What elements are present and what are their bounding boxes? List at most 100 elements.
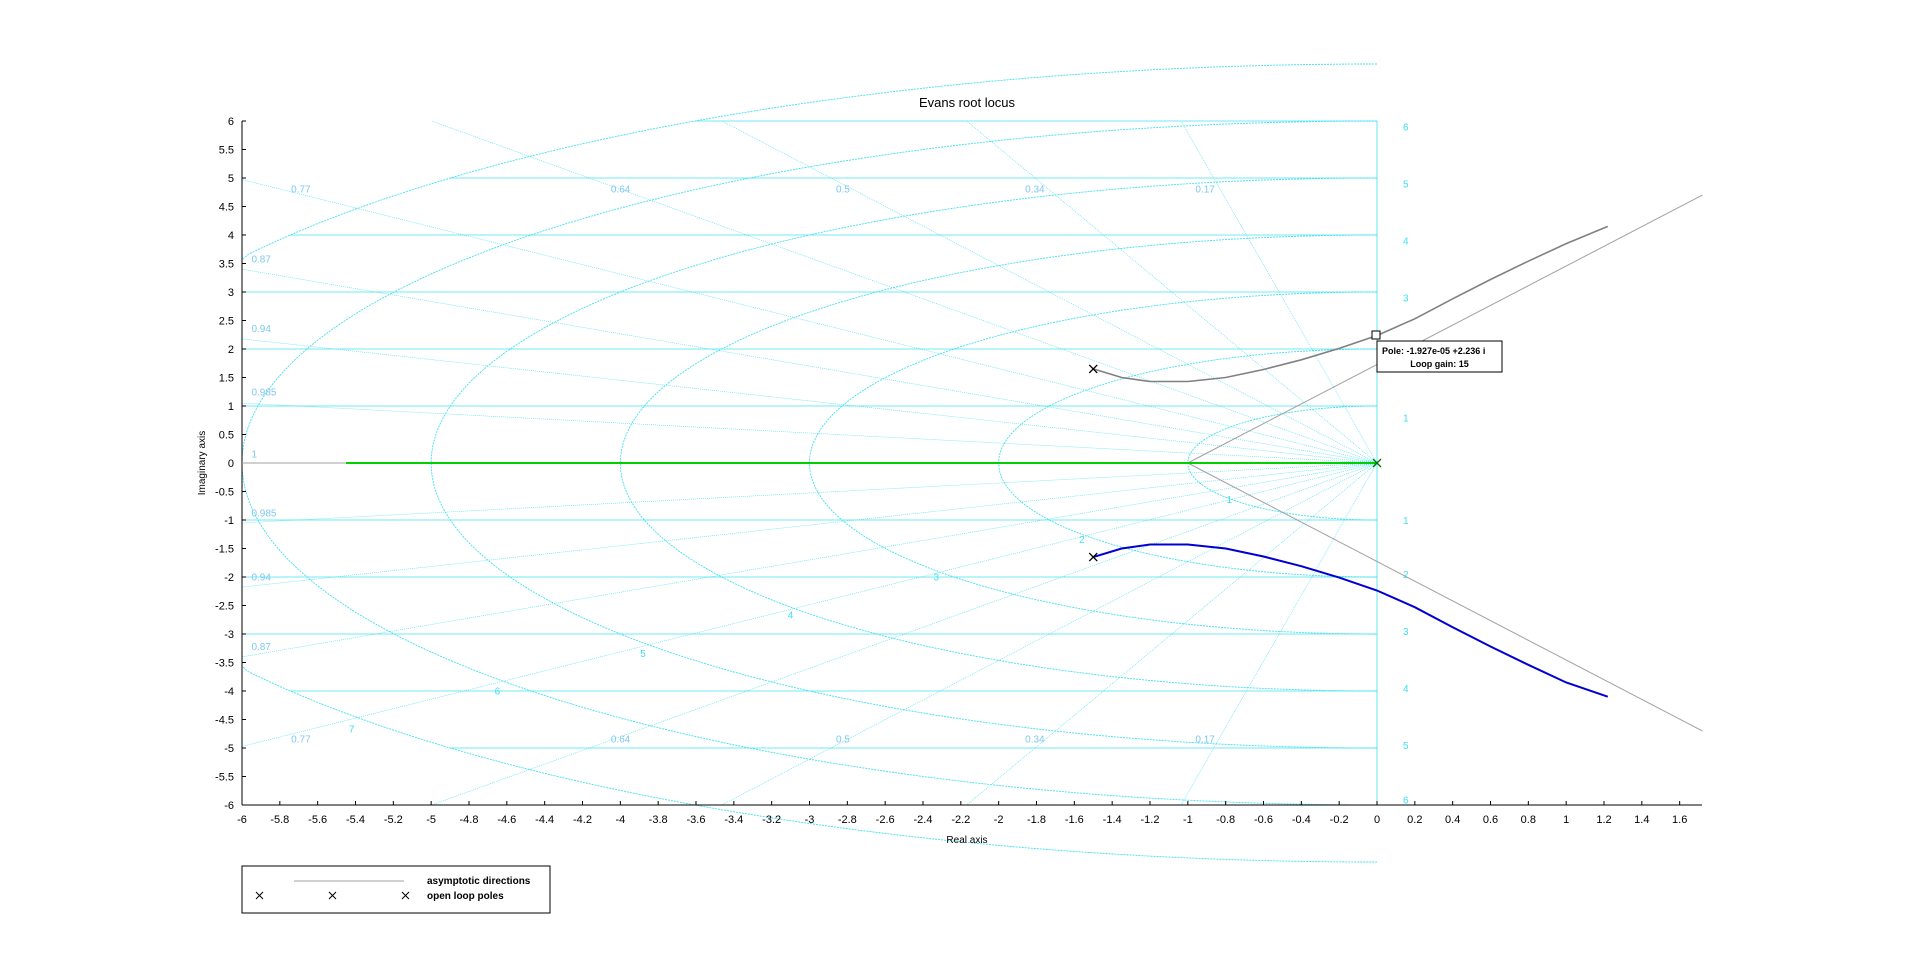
- grid-damping-label: 1: [251, 449, 257, 460]
- x-tick-label: -5.8: [270, 814, 289, 826]
- x-tick-label: -2: [994, 814, 1004, 826]
- x-tick-label: -2.8: [838, 814, 857, 826]
- grid-wn-label: 1: [1227, 495, 1233, 506]
- y-tick-label: -6: [224, 800, 234, 812]
- x-tick-label: -2.6: [876, 814, 895, 826]
- x-tick-label: -2.4: [914, 814, 933, 826]
- x-tick-label: -3: [805, 814, 815, 826]
- x-tick-label: -0.6: [1254, 814, 1273, 826]
- x-tick-label: -1.6: [1065, 814, 1084, 826]
- legend-label-open-loop-poles: open loop poles: [427, 891, 504, 902]
- x-tick-label: -3.8: [649, 814, 668, 826]
- series-asymptote: [1187, 194, 1703, 464]
- y-tick-label: -1.5: [215, 544, 234, 556]
- x-tick-label: 0.4: [1445, 814, 1460, 826]
- grid-damping-label: 0.5: [836, 734, 850, 745]
- y-tick-label: 4: [228, 230, 234, 242]
- x-tick-label: 1.6: [1672, 814, 1687, 826]
- x-tick-label: 0.2: [1407, 814, 1422, 826]
- x-tick-label: 0: [1374, 814, 1380, 826]
- grid-damping-label: 0.17: [1195, 184, 1215, 195]
- grid-damping-ray: [241, 338, 1378, 464]
- grid-damping-ray: [431, 120, 1378, 464]
- y-tick-label: 0.5: [219, 430, 234, 442]
- grid-wn-label: 2: [1079, 535, 1085, 546]
- grid-right-label: 5: [1403, 180, 1409, 191]
- open-loop-pole: [1088, 552, 1098, 562]
- grid-damping-ray: [241, 462, 1378, 524]
- open-loop-pole: [1372, 458, 1382, 468]
- x-tick-label: -0.4: [1292, 814, 1311, 826]
- grid-right-label: 1: [1403, 516, 1409, 527]
- grid-right-label: 3: [1403, 627, 1409, 638]
- grid-damping-label: 0.94: [251, 572, 271, 583]
- grid-wn-label: 5: [640, 649, 646, 660]
- x-tick-label: 1: [1563, 814, 1569, 826]
- grid-damping-ray: [241, 462, 1378, 588]
- grid-damping-label: 0.77: [291, 184, 311, 195]
- grid-damping-label: 0.94: [251, 324, 271, 335]
- x-tick-label: -5: [426, 814, 436, 826]
- datatip-pole-text: Pole: -1.927e-05 +2.236 i: [1382, 346, 1485, 356]
- x-tick-label: -6: [237, 814, 247, 826]
- grid-damping-ray: [241, 179, 1378, 464]
- grid-right-label: 5: [1403, 741, 1409, 752]
- y-tick-label: -2: [224, 572, 234, 584]
- x-tick-label: -5.4: [346, 814, 365, 826]
- x-axis-label: Real axis: [946, 835, 987, 846]
- grid-damping-ray: [431, 462, 1378, 806]
- y-tick-label: 5: [228, 173, 234, 185]
- y-tick-label: -1: [224, 515, 234, 527]
- datatip-anchor-marker[interactable]: [1371, 330, 1381, 340]
- series-branch_lower: [1093, 543, 1609, 698]
- y-tick-label: 6: [228, 116, 234, 128]
- y-tick-label: 0: [228, 458, 234, 470]
- x-tick-label: -0.8: [1216, 814, 1235, 826]
- datatip[interactable]: Pole: -1.927e-05 +2.236 i Loop gain: 15: [1371, 330, 1503, 373]
- x-tick-label: -4.2: [573, 814, 592, 826]
- grid-damping-label: 0.985: [251, 509, 276, 520]
- open-loop-pole-markers: [1088, 364, 1382, 562]
- grid-right-label: 4: [1403, 237, 1409, 248]
- grid-damping-ray: [241, 268, 1378, 464]
- x-tick-label: -5.2: [384, 814, 403, 826]
- series-asymptote: [1187, 462, 1703, 732]
- y-tick-label: 1.5: [219, 373, 234, 385]
- series-branch_upper: [1093, 225, 1609, 383]
- x-tick-label: -2.2: [951, 814, 970, 826]
- grid-damping-label: 0.87: [251, 642, 271, 653]
- x-tick-label: -4.8: [460, 814, 479, 826]
- x-tick-label: 1.4: [1634, 814, 1649, 826]
- legend-box: [241, 865, 551, 914]
- y-tick-label: -4: [224, 686, 234, 698]
- x-tick-label: -4: [615, 814, 625, 826]
- x-tick-label: -1: [1183, 814, 1193, 826]
- y-tick-label: 5.5: [219, 145, 234, 157]
- grid-right-label: 4: [1403, 684, 1409, 695]
- grid-wn-label: 7: [349, 725, 355, 736]
- grid-damping-label: 0.77: [291, 734, 311, 745]
- x-tick-label: -3.2: [762, 814, 781, 826]
- grid-damping-label: 0.64: [611, 734, 631, 745]
- chart-title: Evans root locus: [919, 95, 1016, 110]
- y-tick-label: 3.5: [219, 259, 234, 271]
- grid-wn-label: 6: [495, 686, 501, 697]
- y-tick-label: 2: [228, 344, 234, 356]
- x-tick-label: -3.6: [687, 814, 706, 826]
- grid-damping-ray: [241, 462, 1378, 747]
- y-tick-label: -2.5: [215, 601, 234, 613]
- y-tick-label: -0.5: [215, 487, 234, 499]
- legend-label-asymptotic-directions: asymptotic directions: [427, 876, 531, 887]
- locus-series: [242, 194, 1703, 732]
- grid-right-label: 1: [1403, 413, 1409, 424]
- grid-damping-label: 0.5: [836, 184, 850, 195]
- y-tick-label: -5: [224, 743, 234, 755]
- x-tick-label: -3.4: [724, 814, 743, 826]
- x-tick-label: -1.4: [1103, 814, 1122, 826]
- grid-damping-ray: [241, 462, 1378, 658]
- y-tick-label: -3: [224, 629, 234, 641]
- y-tick-label: 2.5: [219, 316, 234, 328]
- open-loop-pole: [1088, 364, 1098, 374]
- grid-right-label: 6: [1403, 123, 1409, 134]
- axes: -6 -5.8 -5.6 -5.4 -5.2 -5 -4.8 -4.6 -4.4 -4.2 -4 -3…: [215, 116, 1702, 826]
